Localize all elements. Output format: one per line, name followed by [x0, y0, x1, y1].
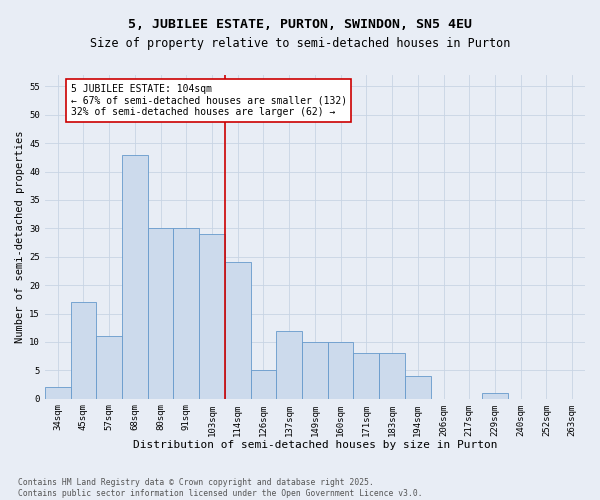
Bar	[302, 342, 328, 398]
Bar	[353, 354, 379, 399]
Bar	[96, 336, 122, 398]
Bar	[173, 228, 199, 398]
Bar	[277, 330, 302, 398]
Text: Contains HM Land Registry data © Crown copyright and database right 2025.
Contai: Contains HM Land Registry data © Crown c…	[18, 478, 422, 498]
Text: Size of property relative to semi-detached houses in Purton: Size of property relative to semi-detach…	[90, 38, 510, 51]
Bar	[148, 228, 173, 398]
Y-axis label: Number of semi-detached properties: Number of semi-detached properties	[15, 130, 25, 343]
Bar	[251, 370, 277, 398]
X-axis label: Distribution of semi-detached houses by size in Purton: Distribution of semi-detached houses by …	[133, 440, 497, 450]
Bar	[482, 393, 508, 398]
Text: 5, JUBILEE ESTATE, PURTON, SWINDON, SN5 4EU: 5, JUBILEE ESTATE, PURTON, SWINDON, SN5 …	[128, 18, 472, 30]
Bar	[225, 262, 251, 398]
Bar	[45, 388, 71, 398]
Bar	[328, 342, 353, 398]
Bar	[405, 376, 431, 398]
Bar	[122, 154, 148, 398]
Text: 5 JUBILEE ESTATE: 104sqm
← 67% of semi-detached houses are smaller (132)
32% of : 5 JUBILEE ESTATE: 104sqm ← 67% of semi-d…	[71, 84, 347, 116]
Bar	[71, 302, 96, 398]
Bar	[199, 234, 225, 398]
Bar	[379, 354, 405, 399]
